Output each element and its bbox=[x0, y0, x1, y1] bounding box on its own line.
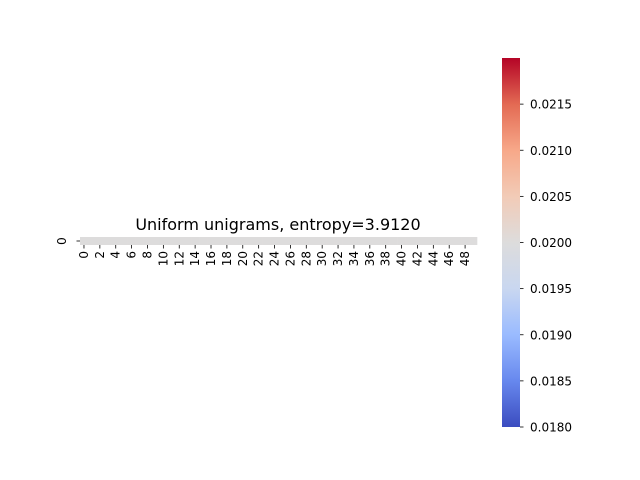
heatmap-cell bbox=[397, 237, 406, 245]
heatmap-cell bbox=[342, 237, 351, 245]
heatmap-cell bbox=[159, 237, 168, 245]
colorbar-tick-label: 0.0195 bbox=[530, 282, 572, 296]
colorbar-tick-label: 0.0190 bbox=[530, 328, 572, 342]
heatmap-cell bbox=[183, 237, 192, 245]
x-tick-label: 26 bbox=[283, 251, 297, 266]
heatmap-cell bbox=[278, 237, 287, 245]
heatmap-cell bbox=[389, 237, 398, 245]
colorbar-tick-label: 0.0180 bbox=[530, 421, 572, 435]
heatmap-cell bbox=[246, 237, 255, 245]
heatmap-cell bbox=[310, 237, 319, 245]
heatmap-cell bbox=[373, 237, 383, 245]
heatmap-cell bbox=[365, 237, 375, 245]
heatmap-cell bbox=[143, 237, 152, 245]
colorbar bbox=[502, 58, 520, 427]
colorbar-axis: 0.0180 0.0185 0.0190 0.0195 0.0200 0.0205 0.02… bbox=[520, 98, 572, 435]
x-tick-label: 2 bbox=[93, 251, 107, 259]
heatmap-cell bbox=[334, 237, 343, 245]
x-tick-label: 30 bbox=[315, 251, 329, 266]
x-tick-label: 18 bbox=[220, 251, 234, 266]
heatmap-cell bbox=[461, 237, 470, 245]
x-tick-label: 20 bbox=[236, 251, 250, 266]
x-axis: 0 2 4 6 8 10 12 14 16 18 20 22 24 26 28 30 32 34 36 38 40 42 4… bbox=[77, 245, 472, 266]
x-tick-label: 32 bbox=[331, 251, 345, 266]
x-tick-label: 28 bbox=[299, 251, 313, 266]
heatmap-cell bbox=[175, 237, 184, 245]
heatmap-cell bbox=[294, 237, 303, 245]
heatmap-cell bbox=[254, 237, 263, 245]
x-tick-label: 46 bbox=[442, 251, 456, 266]
heatmap-cell bbox=[199, 237, 208, 245]
colorbar-tick-label: 0.0185 bbox=[530, 374, 572, 388]
heatmap-cell bbox=[222, 237, 232, 245]
heatmap-cell bbox=[214, 237, 224, 245]
heatmap-cell bbox=[286, 237, 295, 245]
heatmap-cell bbox=[111, 237, 120, 245]
heatmap-cell bbox=[453, 237, 462, 245]
heatmap-cell bbox=[207, 237, 216, 245]
y-axis: 0 bbox=[55, 237, 80, 245]
heatmap-cell bbox=[326, 237, 335, 245]
heatmap-cell bbox=[127, 237, 136, 245]
heatmap-cell bbox=[230, 237, 240, 245]
x-tick-label: 40 bbox=[395, 251, 409, 266]
colorbar-tick-label: 0.0210 bbox=[530, 144, 572, 158]
heatmap-cell bbox=[318, 237, 327, 245]
heatmap-cell bbox=[191, 237, 200, 245]
y-tick-label: 0 bbox=[55, 237, 69, 245]
x-tick-label: 8 bbox=[140, 251, 154, 259]
heatmap-cell bbox=[80, 237, 89, 245]
chart-title: Uniform unigrams, entropy=3.9120 bbox=[135, 215, 420, 234]
x-tick-label: 14 bbox=[188, 251, 202, 266]
colorbar-tick-label: 0.0200 bbox=[530, 236, 572, 250]
heatmap-cell bbox=[270, 237, 279, 245]
heatmap-cell bbox=[87, 237, 97, 245]
heatmap-cell bbox=[302, 237, 311, 245]
x-tick-label: 36 bbox=[363, 251, 377, 266]
x-tick-label: 24 bbox=[268, 251, 282, 266]
heatmap-cell bbox=[445, 237, 454, 245]
x-tick-label: 12 bbox=[172, 251, 186, 266]
x-tick-label: 44 bbox=[426, 251, 440, 266]
x-tick-label: 6 bbox=[125, 251, 139, 259]
x-tick-label: 42 bbox=[410, 251, 424, 266]
x-tick-label: 48 bbox=[458, 251, 472, 266]
x-tick-label: 34 bbox=[347, 251, 361, 266]
x-tick-label: 10 bbox=[156, 251, 170, 266]
colorbar-tick-label: 0.0205 bbox=[530, 190, 572, 204]
heatmap-cell bbox=[429, 237, 438, 245]
x-tick-label: 0 bbox=[77, 251, 91, 259]
x-tick-label: 22 bbox=[252, 251, 266, 266]
heatmap-cell bbox=[349, 237, 359, 245]
heatmap-cell bbox=[95, 237, 105, 245]
heatmap-cell bbox=[381, 237, 390, 245]
heatmap-cell bbox=[469, 237, 478, 245]
heatmap-cell bbox=[413, 237, 422, 245]
colorbar-tick-label: 0.0215 bbox=[530, 98, 572, 112]
x-tick-label: 16 bbox=[204, 251, 218, 266]
heatmap-cell bbox=[437, 237, 446, 245]
heatmap-cell bbox=[119, 237, 128, 245]
heatmap-cell bbox=[103, 237, 113, 245]
heatmap-cell bbox=[135, 237, 144, 245]
heatmap-cell bbox=[262, 237, 271, 245]
heatmap-cell bbox=[357, 237, 367, 245]
heatmap-cell bbox=[421, 237, 430, 245]
heatmap-cell bbox=[405, 237, 414, 245]
heatmap-cell bbox=[167, 237, 176, 245]
x-tick-label: 4 bbox=[109, 251, 123, 259]
heatmap-cells bbox=[80, 237, 478, 245]
heatmap-cell bbox=[151, 237, 160, 245]
x-tick-label: 38 bbox=[379, 251, 393, 266]
heatmap-cell bbox=[238, 237, 248, 245]
